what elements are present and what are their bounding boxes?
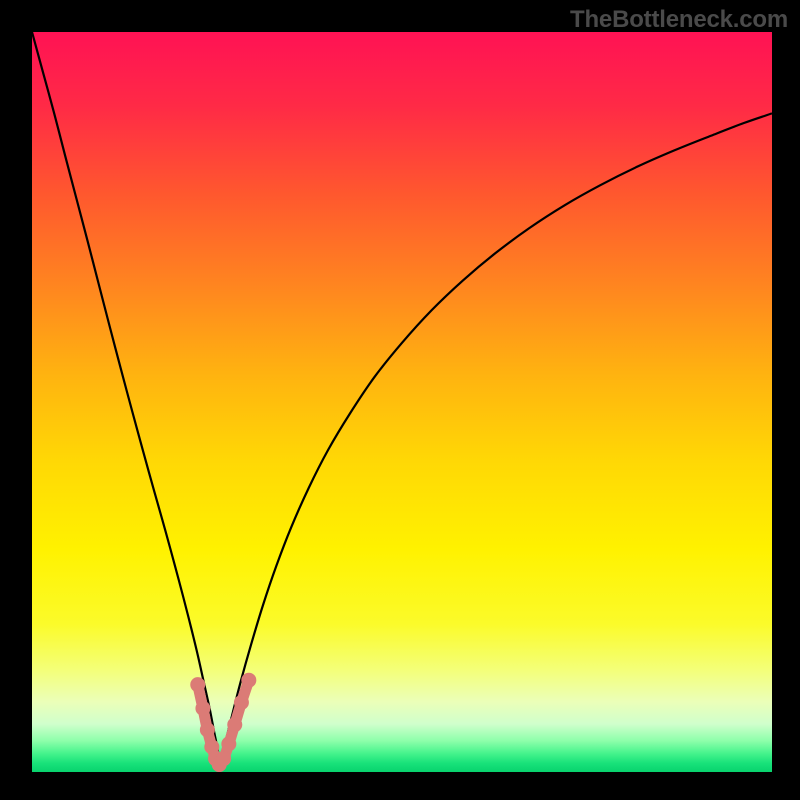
valley-marker: [221, 736, 236, 751]
valley-marker: [200, 722, 215, 737]
watermark-text: TheBottleneck.com: [570, 6, 788, 34]
plot-area: [32, 32, 772, 772]
valley-marker: [216, 751, 231, 766]
valley-marker: [241, 673, 256, 688]
valley-marker: [234, 695, 249, 710]
valley-marker: [227, 717, 242, 732]
chart-container: { "canvas": { "width": 800, "height": 80…: [0, 0, 800, 800]
valley-marker: [195, 701, 210, 716]
valley-marker: [190, 677, 205, 692]
gradient-background: [32, 32, 772, 772]
chart-svg: [32, 32, 772, 772]
